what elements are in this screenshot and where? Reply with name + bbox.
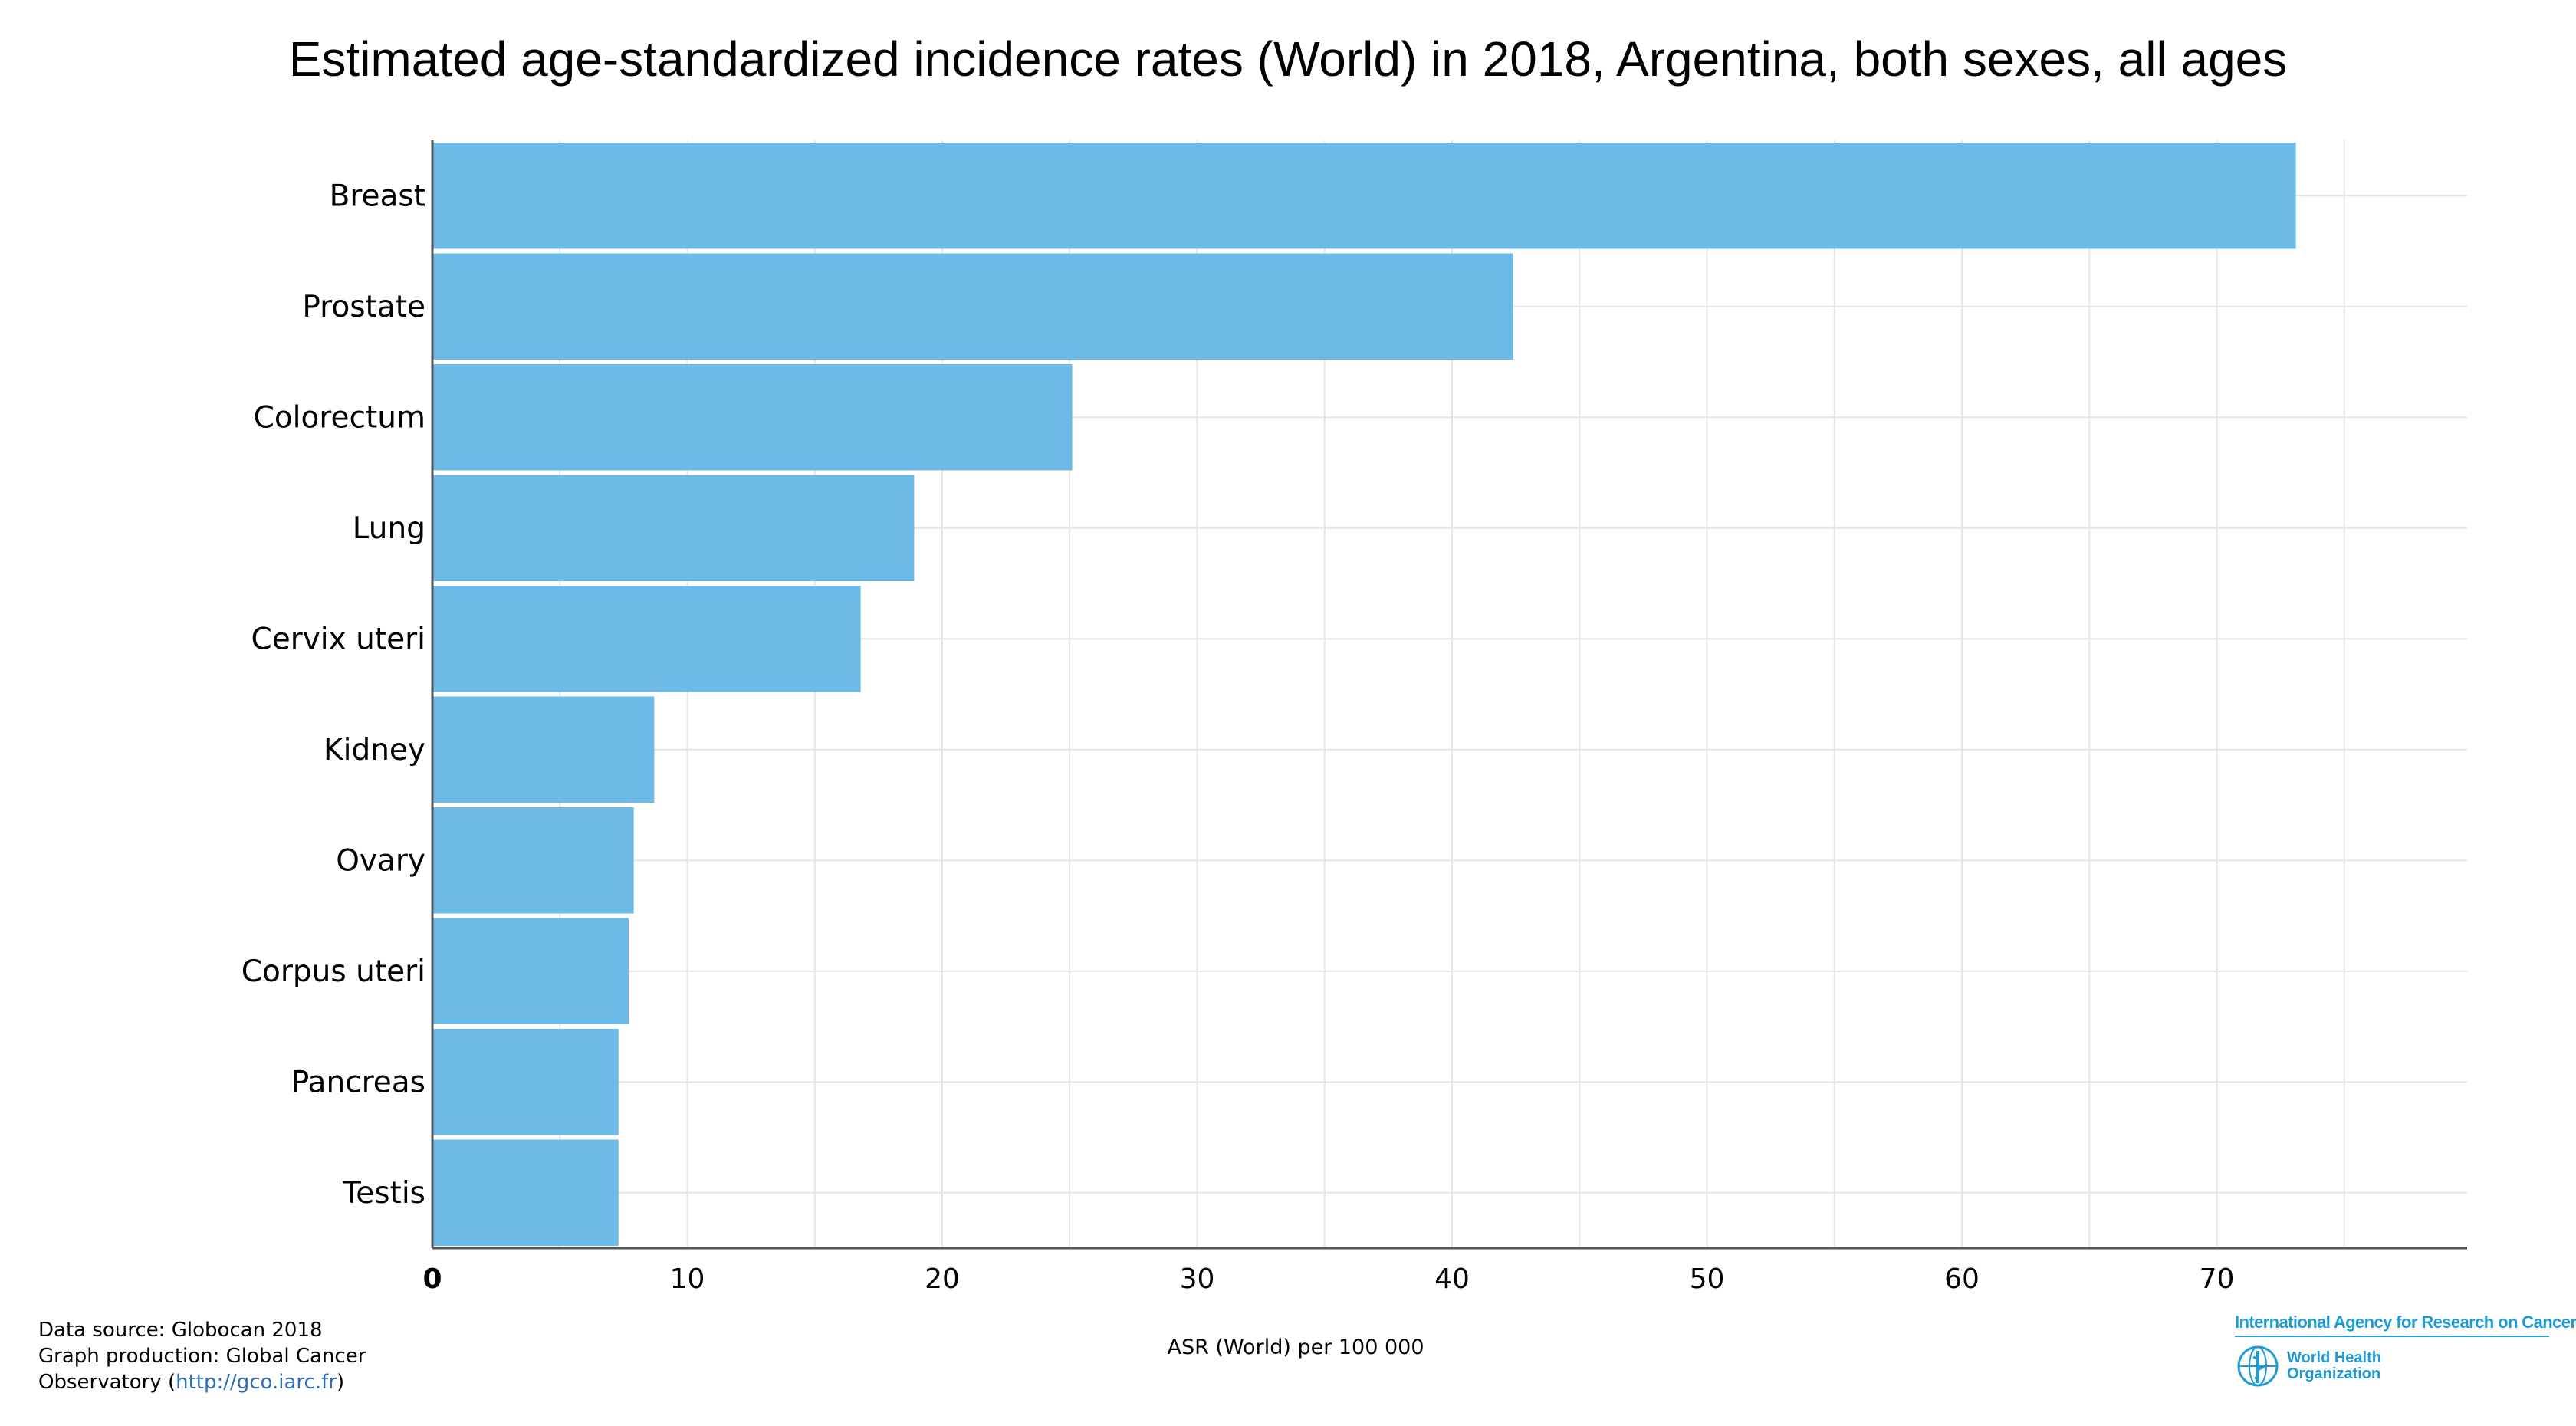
- x-tick-label: 20: [925, 1263, 960, 1295]
- footer-credits: Data source: Globocan 2018 Graph product…: [38, 1317, 366, 1395]
- x-tick-label: 10: [670, 1263, 705, 1295]
- bar-corpus-uteri: [432, 918, 629, 1024]
- bar-testis: [432, 1139, 619, 1246]
- footer-graph-production: Graph production: Global Cancer: [38, 1345, 366, 1368]
- x-tick-label: 30: [1180, 1263, 1215, 1295]
- category-label: Breast: [330, 179, 426, 213]
- category-label: Cervix uteri: [251, 622, 426, 656]
- x-tick-label: 0: [422, 1263, 442, 1295]
- category-label: Colorectum: [254, 400, 426, 435]
- who-emblem-icon: [2237, 1346, 2279, 1387]
- category-label: Pancreas: [291, 1065, 426, 1099]
- category-label: Corpus uteri: [242, 955, 426, 989]
- logos: International Agency for Research on Can…: [2235, 1313, 2576, 1388]
- bar-cervix-uteri: [432, 586, 861, 692]
- bar-kidney: [432, 696, 655, 803]
- iarc-logo: International Agency for Research on Can…: [2235, 1313, 2576, 1337]
- x-tick-label: 40: [1434, 1263, 1470, 1295]
- x-axis-label: ASR (World) per 100 000: [1167, 1336, 1424, 1359]
- x-tick-labels: 0 10 20 30 40 50 60 70: [422, 1263, 2234, 1295]
- category-label: Ovary: [336, 843, 426, 878]
- bar-breast: [432, 143, 2296, 249]
- category-label: Testis: [342, 1176, 426, 1211]
- x-tick-label: 60: [1944, 1263, 1980, 1295]
- x-tick-label: 70: [2200, 1263, 2235, 1295]
- bar-lung: [432, 475, 915, 581]
- category-label: Prostate: [302, 290, 426, 324]
- gco-link[interactable]: http://gco.iarc.fr: [176, 1371, 337, 1394]
- category-labels: Breast Prostate Colorectum Lung Cervix uteri…: [242, 179, 426, 1211]
- footer-observatory-prefix: Observatory (: [38, 1371, 176, 1394]
- footer-observatory: Observatory (http://gco.iarc.fr): [38, 1369, 366, 1395]
- category-label: Lung: [353, 511, 426, 546]
- bars: [432, 143, 2296, 1246]
- who-logo-line1: World Health: [2287, 1349, 2381, 1366]
- x-tick-label: 50: [1690, 1263, 1725, 1295]
- bar-prostate: [432, 253, 1513, 360]
- footer-data-source: Data source: Globocan 2018: [38, 1319, 323, 1342]
- footer-observatory-suffix: ): [336, 1371, 345, 1394]
- who-logo-text: World Health Organization: [2287, 1350, 2425, 1382]
- chart-title: Estimated age-standardized incidence rat…: [288, 31, 2288, 87]
- bar-colorectum: [432, 364, 1073, 471]
- bar-pancreas: [432, 1029, 619, 1135]
- category-label: Kidney: [324, 733, 426, 767]
- who-logo-line2: Organization: [2287, 1365, 2381, 1382]
- who-logo: World Health Organization: [2235, 1345, 2549, 1388]
- bar-ovary: [432, 807, 634, 914]
